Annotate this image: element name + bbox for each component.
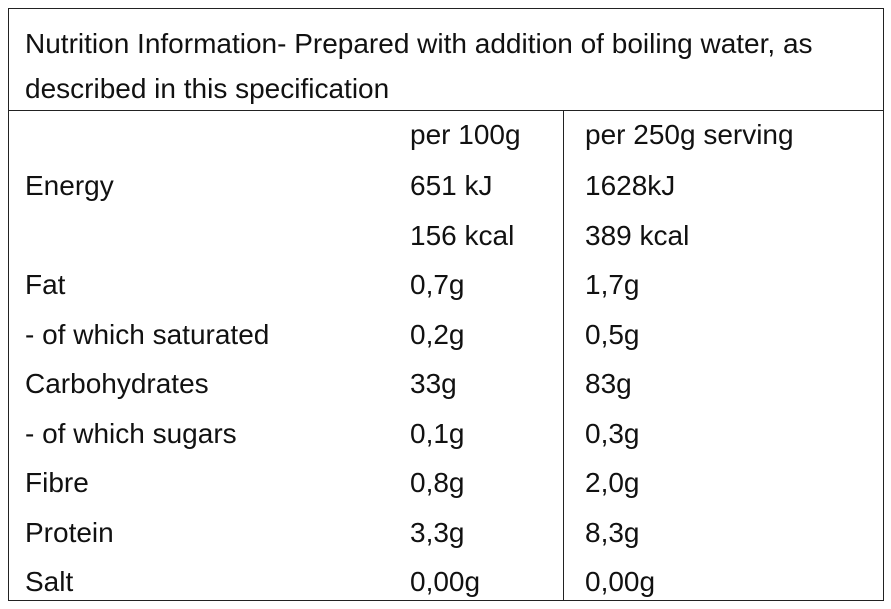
cell-value: 1,7g xyxy=(585,269,640,300)
cell-value: 0,00g xyxy=(410,566,481,597)
cell-value: 1628kJ xyxy=(585,170,676,201)
row-label: - of which sugars xyxy=(25,417,237,449)
cell-value: 389 kcal xyxy=(585,219,690,251)
cell-value: 0,7g xyxy=(410,269,465,300)
column-header: per 250g serving xyxy=(585,119,794,150)
cell-value: 3,3g xyxy=(410,516,465,548)
cell-value: 0,2g xyxy=(410,318,465,350)
column-header: per 100g xyxy=(410,119,521,150)
table-border xyxy=(8,8,884,601)
row-label: - of which saturated xyxy=(25,318,270,350)
row-label: Salt xyxy=(25,566,74,597)
cell-value: 8,3g xyxy=(585,516,640,548)
cell-value: 0,3g xyxy=(585,417,640,449)
title-divider xyxy=(8,110,884,111)
row-label: Protein xyxy=(25,516,114,548)
row-label: Fibre xyxy=(25,467,89,498)
cell-value: 0,1g xyxy=(410,417,465,449)
cell-value: 2,0g xyxy=(585,467,640,498)
cell-value: 0,8g xyxy=(410,467,465,498)
cell-value: 0,00g xyxy=(585,566,656,597)
cell-value: 651 kJ xyxy=(410,170,493,201)
cell-value: 33g xyxy=(410,368,457,399)
cell-value: 0,5g xyxy=(585,318,640,350)
cell-value: 156 kcal xyxy=(410,219,515,251)
table-title: Nutrition Information- Prepared with add… xyxy=(25,28,813,104)
row-label: Carbohydrates xyxy=(25,368,209,399)
row-label: Fat xyxy=(25,269,66,300)
row-label: Energy xyxy=(25,170,114,201)
cell-value: 83g xyxy=(585,368,632,399)
column-divider xyxy=(563,111,564,601)
